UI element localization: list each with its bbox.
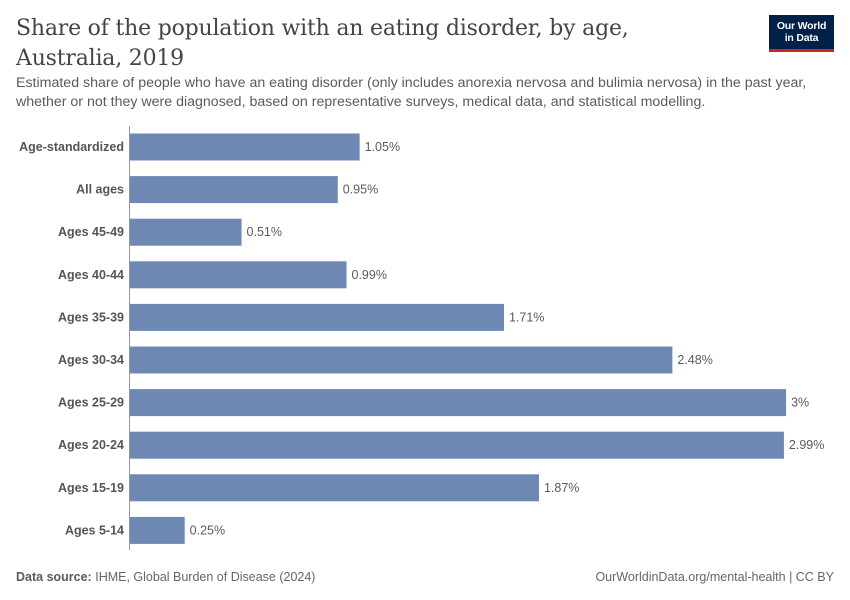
value-label: 1.71% — [509, 310, 544, 324]
bar[interactable] — [130, 474, 539, 502]
value-label: 2.48% — [677, 353, 712, 367]
category-label: Ages 45-49 — [58, 225, 124, 239]
bar[interactable] — [130, 261, 347, 289]
source-link[interactable]: OurWorldinData.org/mental-health | CC BY — [595, 570, 834, 584]
value-label: 2.99% — [789, 438, 824, 452]
value-label: 1.87% — [544, 481, 579, 495]
footer-source: Data source: IHME, Global Burden of Dise… — [16, 569, 315, 585]
category-label: Ages 25-29 — [58, 396, 124, 410]
category-label: All ages — [76, 183, 124, 197]
bar[interactable] — [130, 303, 504, 331]
category-label: Ages 15-19 — [58, 481, 124, 495]
category-label: Ages 20-24 — [58, 438, 124, 452]
bar[interactable] — [130, 389, 787, 417]
logo-line-2: in Data — [784, 32, 819, 44]
value-label: 0.25% — [190, 523, 225, 537]
value-label: 0.95% — [343, 183, 378, 197]
value-label: 1.05% — [365, 140, 400, 154]
bar[interactable] — [130, 516, 185, 544]
category-label: Ages 5-14 — [65, 523, 124, 537]
value-label: 0.99% — [352, 268, 387, 282]
category-label: Ages 40-44 — [58, 268, 124, 282]
bar[interactable] — [130, 431, 784, 459]
bar[interactable] — [130, 346, 673, 374]
source-label: Data source: — [16, 570, 92, 584]
chart-title: Share of the population with an eating d… — [16, 16, 629, 71]
logo-line-1: Our World — [776, 20, 827, 32]
value-label: 0.51% — [247, 225, 282, 239]
bar[interactable] — [130, 218, 242, 246]
bars-group: Age-standardized 1.05% All ages 0.95% Ages 4… — [19, 133, 824, 544]
owid-logo[interactable]: Our World in Data — [769, 15, 834, 52]
footer-url: OurWorldinData.org/mental-health | CC BY — [595, 569, 834, 585]
bar-chart: Age-standardized 1.05% All ages 0.95% Ages 4… — [19, 126, 824, 550]
value-label: 3% — [791, 396, 809, 410]
chart-subtitle: Estimated share of people who have an ea… — [16, 75, 807, 110]
category-label: Age-standardized — [19, 140, 124, 154]
category-label: Ages 35-39 — [58, 310, 124, 324]
bar[interactable] — [130, 176, 338, 204]
category-label: Ages 30-34 — [58, 353, 124, 367]
source-text: IHME, Global Burden of Disease (2024) — [95, 570, 316, 584]
bar[interactable] — [130, 133, 360, 161]
